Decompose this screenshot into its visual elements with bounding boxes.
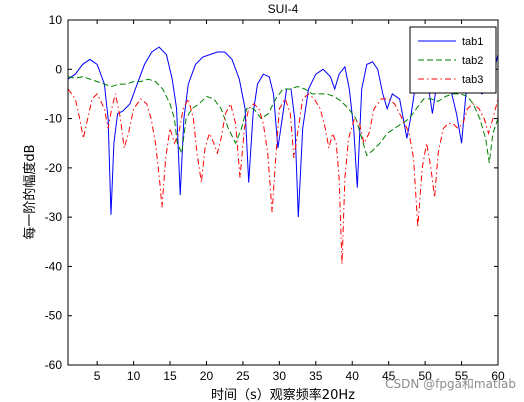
x-tick-label: 30 bbox=[273, 369, 287, 383]
y-tick-label: -30 bbox=[45, 210, 63, 224]
series-line-tab3 bbox=[67, 88, 499, 265]
y-axis-label: 每一阶的幅度dB bbox=[22, 144, 38, 239]
legend-label-tab1: tab1 bbox=[462, 36, 483, 48]
y-tick-label: 0 bbox=[55, 62, 62, 76]
axes-layer: 5 10 15 20 25 30 35 40 45 50 55 60 10 0 -10 -20 -30 -40 -5… bbox=[45, 13, 505, 383]
series-line-tab2 bbox=[67, 76, 499, 163]
y-tick-label: -10 bbox=[45, 112, 63, 126]
x-tick-label: 35 bbox=[309, 369, 323, 383]
x-tick-label: 40 bbox=[346, 369, 360, 383]
x-axis-label: 时间（s）观察频率20Hz bbox=[211, 387, 355, 402]
y-tick-label: -20 bbox=[45, 161, 63, 175]
y-tick-label: -40 bbox=[45, 259, 63, 273]
x-tick-label: 60 bbox=[491, 369, 505, 383]
x-tick-label: 10 bbox=[127, 369, 141, 383]
legend-box bbox=[409, 26, 497, 94]
legend: tab1 tab2 tab3 bbox=[409, 26, 497, 94]
y-tick-label: -60 bbox=[45, 358, 63, 372]
x-tick-label: 50 bbox=[418, 369, 432, 383]
x-tick-label: 5 bbox=[94, 369, 101, 383]
x-tick-label: 20 bbox=[200, 369, 214, 383]
axes-frame bbox=[67, 19, 499, 366]
x-tick-label: 45 bbox=[382, 369, 396, 383]
y-tick-label: -50 bbox=[45, 309, 63, 323]
y-tick-label: 10 bbox=[49, 13, 63, 27]
x-tick-label: 15 bbox=[163, 369, 177, 383]
watermark-text: CSDN @fpga和matlab bbox=[385, 377, 516, 391]
x-tick-label: 25 bbox=[236, 369, 250, 383]
legend-label-tab3: tab3 bbox=[462, 74, 483, 86]
chart-title: SUI-4 bbox=[268, 2, 299, 16]
x-tick-label: 55 bbox=[455, 369, 469, 383]
legend-label-tab2: tab2 bbox=[462, 55, 483, 67]
